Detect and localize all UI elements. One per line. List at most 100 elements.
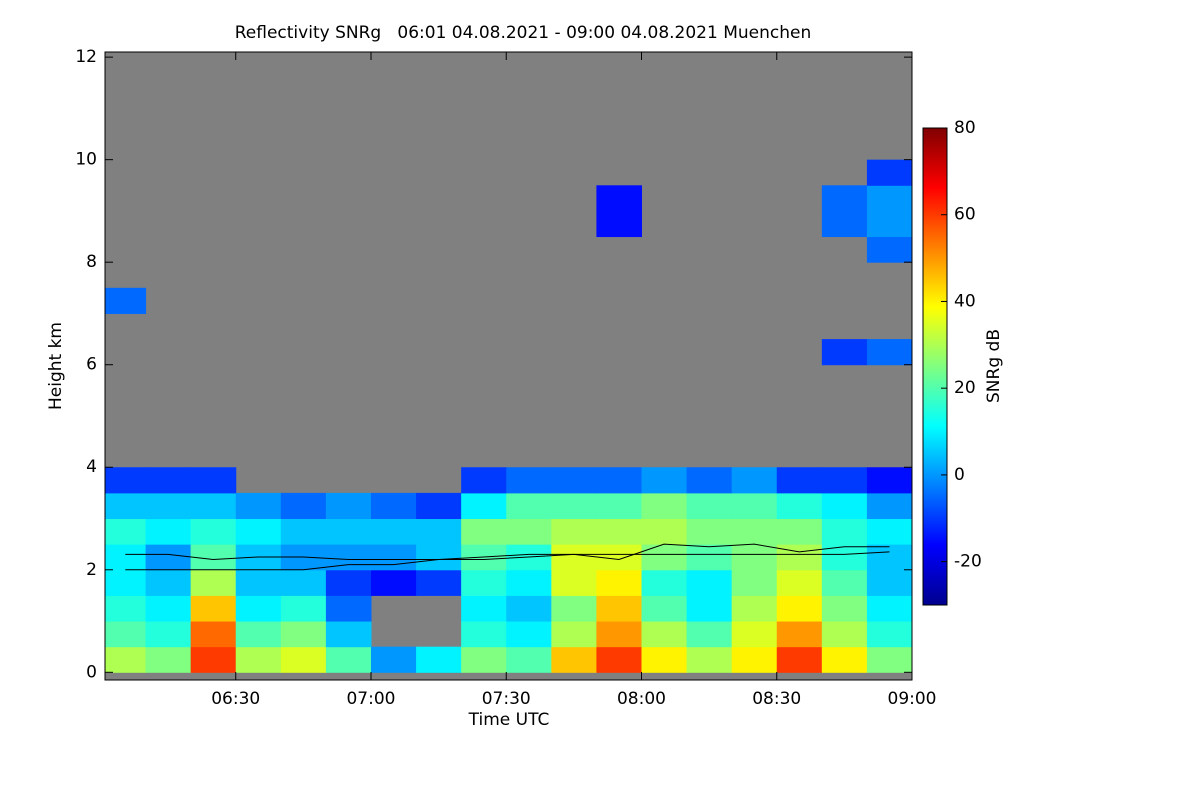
heatmap-cell	[866, 339, 913, 366]
heatmap-cell	[731, 467, 778, 494]
heatmap-cell	[280, 569, 327, 596]
x-tick-label: 07:00	[346, 689, 395, 709]
heatmap-cell	[145, 544, 192, 571]
heatmap-cell	[280, 646, 327, 673]
x-tick-label: 07:30	[482, 689, 531, 709]
heatmap-cell	[370, 544, 417, 571]
heatmap-cell	[461, 595, 507, 622]
heatmap-cell	[731, 595, 778, 622]
heatmap-cell	[506, 595, 552, 622]
heatmap-cell	[686, 621, 733, 648]
heatmap-cell	[416, 518, 462, 545]
heatmap-cell	[145, 492, 192, 520]
heatmap-cell	[416, 646, 462, 673]
x-tick-label: 08:00	[617, 689, 666, 709]
heatmap-cell	[596, 646, 642, 673]
heatmap-cell	[190, 467, 237, 494]
colorbar-tick-label: 60	[954, 205, 976, 225]
heatmap-cell	[280, 595, 327, 622]
heatmap-cell	[105, 544, 147, 571]
heatmap-cell	[280, 621, 327, 648]
y-tick-label: 12	[75, 47, 97, 67]
heatmap-cell	[776, 595, 823, 622]
heatmap-cell	[596, 595, 642, 622]
heatmap-cell	[145, 621, 192, 648]
x-tick-label: 06:30	[211, 689, 260, 709]
heatmap-cell	[641, 621, 688, 648]
heatmap-cell	[641, 569, 688, 596]
heatmap-cell	[866, 236, 913, 263]
heatmap-cell	[506, 492, 552, 520]
heatmap-cell	[325, 646, 372, 673]
heatmap-cell	[145, 467, 192, 494]
heatmap-cell	[325, 595, 372, 622]
heatmap-cell	[686, 569, 733, 596]
heatmap-cell	[551, 492, 597, 520]
heatmap-cell	[596, 185, 642, 212]
heatmap-cell	[461, 569, 507, 596]
heatmap-cell	[821, 595, 868, 622]
heatmap-cell	[866, 159, 913, 186]
heatmap-cell	[105, 569, 147, 596]
heatmap-cell	[641, 595, 688, 622]
heatmap-cell	[105, 492, 147, 520]
heatmap-cell	[506, 518, 552, 545]
heatmap-cell	[866, 595, 913, 622]
heatmap-cell	[461, 467, 507, 494]
heatmap-cell	[641, 492, 688, 520]
heatmap-cell	[776, 467, 823, 494]
heatmap-cell	[416, 544, 462, 571]
colorbar-tick-label: 40	[954, 291, 976, 311]
heatmap-cell	[821, 492, 868, 520]
colorbar-tick-label: 80	[954, 118, 976, 138]
heatmap-cell	[686, 595, 733, 622]
heatmap-cell	[235, 492, 282, 520]
heatmap-cell	[370, 569, 417, 596]
heatmap-cell	[731, 569, 778, 596]
heatmap-cell	[821, 185, 868, 212]
heatmap-cell	[105, 621, 147, 648]
heatmap-cell	[235, 595, 282, 622]
colorbar	[922, 127, 948, 606]
boundary-line	[125, 543, 890, 561]
heatmap-cell	[325, 621, 372, 648]
plot-frame	[104, 51, 913, 681]
heatmap-cell	[190, 492, 237, 520]
heatmap-cell	[506, 569, 552, 596]
heatmap-cell	[551, 518, 597, 545]
heatmap-cell	[596, 492, 642, 520]
heatmap-cell	[866, 467, 913, 494]
heatmap-cell	[596, 544, 642, 571]
colorbar-tick-label: -20	[954, 552, 982, 572]
boundary-line	[125, 551, 890, 571]
heatmap-cell	[551, 467, 597, 494]
heatmap-cell	[866, 518, 913, 545]
heatmap-cell	[551, 544, 597, 571]
heatmap-cell	[866, 569, 913, 596]
heatmap-cell	[190, 544, 237, 571]
heatmap-cell	[370, 646, 417, 673]
heatmap-cell	[105, 287, 147, 314]
heatmap-cell	[551, 646, 597, 673]
heatmap-cell	[325, 569, 372, 596]
heatmap-cell	[551, 595, 597, 622]
heatmap-cell	[866, 492, 913, 520]
heatmap-cell	[105, 518, 147, 545]
heatmap-cell	[461, 646, 507, 673]
heatmap-cell	[686, 518, 733, 545]
heatmap-cell	[280, 492, 327, 520]
heatmap-cell	[280, 518, 327, 545]
heatmap-cell	[596, 518, 642, 545]
heatmap-cell	[145, 646, 192, 673]
heatmap-cell	[866, 621, 913, 648]
heatmap-cell	[235, 646, 282, 673]
heatmap-cell	[235, 518, 282, 545]
y-tick-label: 6	[86, 355, 97, 375]
heatmap-cell	[731, 518, 778, 545]
y-tick-label: 4	[86, 457, 97, 477]
heatmap-cell	[776, 621, 823, 648]
heatmap-cell	[866, 544, 913, 571]
heatmap-cell	[416, 492, 462, 520]
y-axis-label: Height km	[46, 322, 66, 410]
